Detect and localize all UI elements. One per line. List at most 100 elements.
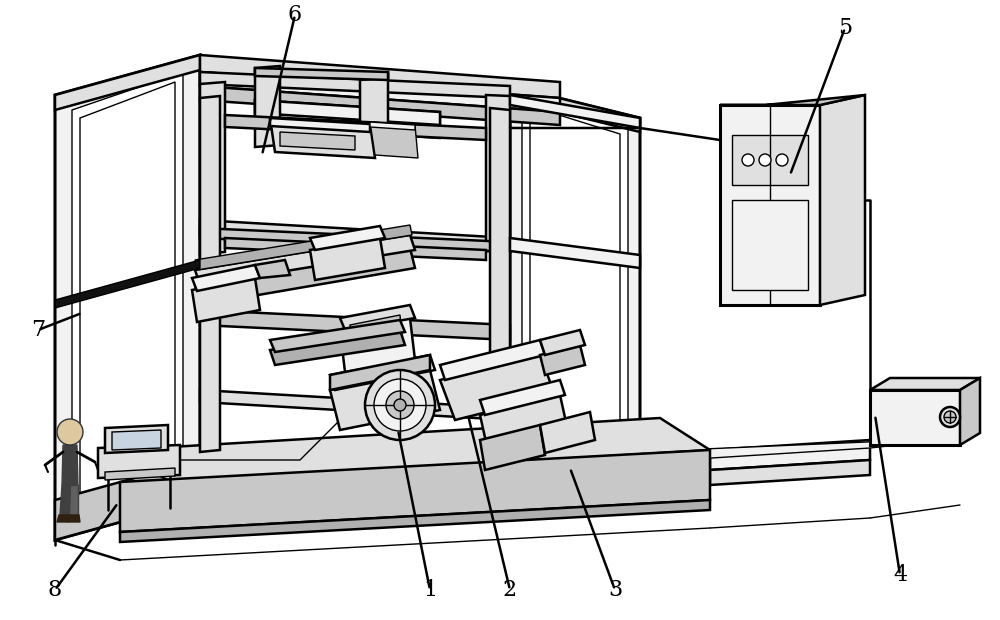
Polygon shape	[530, 106, 620, 488]
Polygon shape	[200, 390, 510, 420]
Polygon shape	[360, 74, 388, 147]
Polygon shape	[255, 66, 280, 74]
Polygon shape	[360, 72, 388, 80]
Polygon shape	[200, 86, 560, 125]
Polygon shape	[522, 98, 628, 495]
Polygon shape	[440, 355, 555, 420]
Polygon shape	[310, 238, 385, 280]
Polygon shape	[710, 460, 870, 485]
Polygon shape	[225, 238, 486, 260]
Polygon shape	[350, 315, 402, 350]
Polygon shape	[540, 412, 595, 453]
Text: 6: 6	[288, 4, 302, 26]
Text: 1: 1	[423, 579, 437, 601]
Circle shape	[386, 391, 414, 419]
Polygon shape	[98, 445, 180, 478]
Polygon shape	[720, 105, 820, 305]
Text: 2: 2	[503, 579, 517, 601]
Polygon shape	[72, 72, 183, 518]
Circle shape	[394, 399, 406, 411]
Text: 3: 3	[608, 579, 622, 601]
Polygon shape	[120, 450, 710, 532]
Polygon shape	[112, 430, 161, 450]
Polygon shape	[270, 118, 370, 132]
Polygon shape	[200, 72, 510, 98]
Polygon shape	[270, 320, 405, 352]
Polygon shape	[510, 86, 640, 132]
Polygon shape	[480, 395, 570, 460]
Circle shape	[57, 419, 83, 445]
Polygon shape	[540, 330, 585, 355]
Polygon shape	[120, 500, 710, 542]
Polygon shape	[200, 72, 560, 112]
Polygon shape	[55, 55, 200, 540]
Polygon shape	[200, 220, 510, 252]
Polygon shape	[540, 345, 585, 375]
Polygon shape	[55, 460, 200, 540]
Polygon shape	[680, 438, 960, 460]
Polygon shape	[192, 265, 260, 291]
Polygon shape	[710, 440, 870, 470]
Polygon shape	[486, 95, 510, 252]
Polygon shape	[105, 425, 168, 453]
Polygon shape	[870, 378, 980, 390]
Polygon shape	[510, 238, 640, 268]
Polygon shape	[255, 68, 388, 80]
Polygon shape	[510, 95, 640, 128]
Polygon shape	[68, 515, 80, 522]
Polygon shape	[480, 425, 545, 470]
Polygon shape	[330, 370, 440, 430]
Circle shape	[944, 411, 956, 423]
Polygon shape	[69, 485, 78, 515]
Polygon shape	[192, 278, 260, 322]
Polygon shape	[820, 95, 865, 305]
Circle shape	[776, 154, 788, 166]
Polygon shape	[370, 122, 415, 130]
Circle shape	[940, 407, 960, 427]
Polygon shape	[480, 380, 565, 415]
Polygon shape	[80, 82, 175, 510]
Text: 7: 7	[31, 319, 45, 341]
Polygon shape	[370, 122, 418, 158]
Circle shape	[759, 154, 771, 166]
Polygon shape	[255, 260, 290, 278]
Polygon shape	[195, 248, 415, 305]
Polygon shape	[270, 330, 405, 365]
Polygon shape	[60, 485, 70, 515]
Polygon shape	[440, 340, 545, 380]
Text: 8: 8	[48, 579, 62, 601]
Polygon shape	[270, 118, 375, 158]
Polygon shape	[62, 445, 78, 485]
Polygon shape	[57, 515, 69, 522]
Polygon shape	[490, 108, 510, 458]
Polygon shape	[55, 55, 200, 110]
Polygon shape	[720, 95, 865, 105]
Text: 4: 4	[893, 564, 907, 586]
Polygon shape	[330, 355, 430, 390]
Polygon shape	[195, 235, 415, 285]
Circle shape	[742, 154, 754, 166]
Polygon shape	[195, 225, 412, 270]
Polygon shape	[732, 200, 808, 290]
Polygon shape	[330, 355, 435, 390]
Polygon shape	[255, 68, 280, 147]
Polygon shape	[255, 100, 440, 138]
Polygon shape	[200, 82, 225, 254]
Polygon shape	[340, 318, 415, 372]
Polygon shape	[200, 96, 220, 452]
Polygon shape	[960, 378, 980, 445]
Polygon shape	[120, 418, 710, 482]
Circle shape	[365, 370, 435, 440]
Polygon shape	[55, 260, 200, 308]
Circle shape	[374, 379, 426, 431]
Polygon shape	[225, 115, 486, 140]
Polygon shape	[870, 390, 960, 445]
Polygon shape	[200, 228, 510, 252]
Polygon shape	[340, 305, 415, 330]
Polygon shape	[732, 135, 808, 185]
Polygon shape	[510, 86, 640, 510]
Polygon shape	[280, 132, 355, 150]
Polygon shape	[255, 100, 440, 125]
Polygon shape	[200, 310, 510, 340]
Polygon shape	[105, 468, 175, 480]
